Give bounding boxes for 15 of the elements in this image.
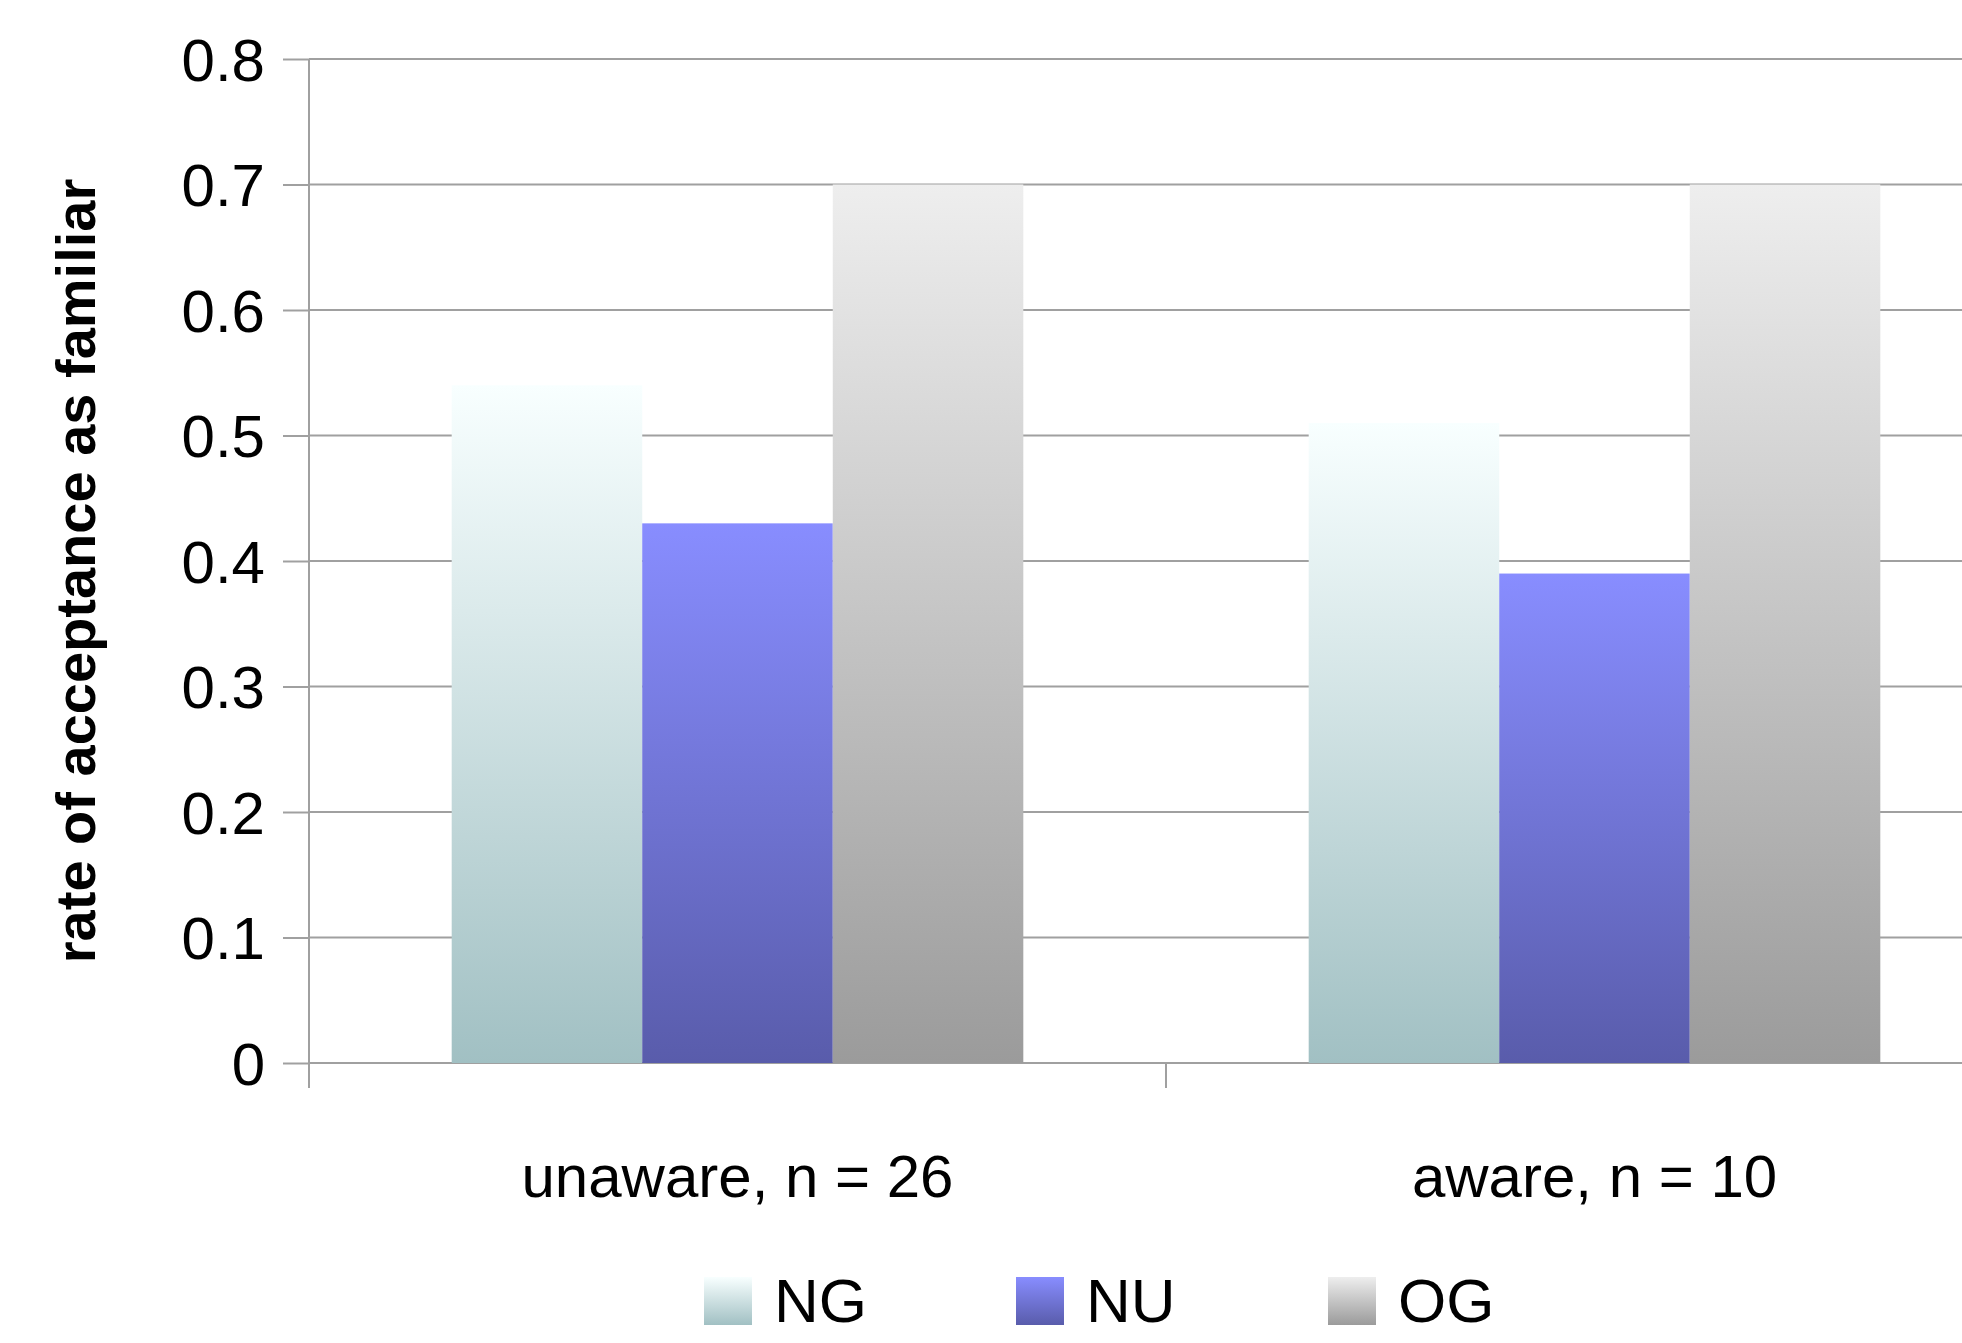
legend-label: OG — [1398, 1266, 1495, 1335]
legend-label: NG — [774, 1266, 867, 1335]
y-tick-label: 0.6 — [181, 277, 265, 345]
y-axis-title: rate of acceptance as familiar — [44, 178, 107, 964]
y-tick-label: 0.5 — [181, 403, 265, 470]
x-tick-label: unaware, n = 26 — [521, 1143, 954, 1210]
y-tick-label: 0.8 — [181, 26, 265, 94]
y-tick-label: 0.7 — [181, 152, 265, 219]
y-tick-label: 0.4 — [181, 528, 265, 596]
y-tick-label: 0.2 — [181, 779, 265, 847]
x-tick-label: aware, n = 10 — [1411, 1143, 1778, 1210]
y-tick-label: 0.1 — [181, 905, 265, 972]
y-tick-label: 0 — [231, 1030, 265, 1098]
legend-label: NU — [1086, 1266, 1176, 1335]
y-tick-label: 0.3 — [181, 654, 265, 721]
